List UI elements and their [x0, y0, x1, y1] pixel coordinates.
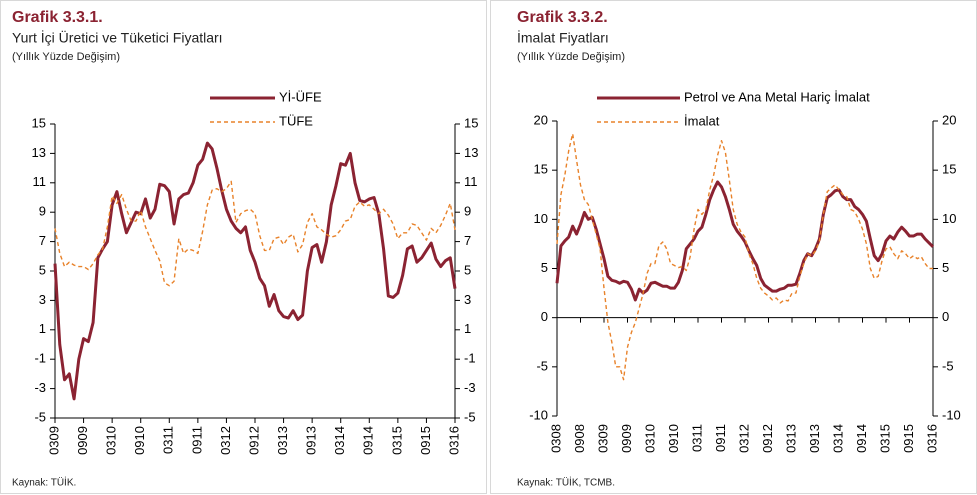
y-tick-label: 10: [534, 211, 548, 226]
y2-tick-label: -1: [464, 351, 476, 366]
panel-frame: [490, 0, 977, 494]
y2-tick-label: 9: [464, 204, 471, 219]
y-tick-label: -1: [34, 351, 46, 366]
x-tick-label: 0914: [854, 424, 869, 453]
y2-tick-label: 11: [464, 174, 478, 189]
legend-label: Petrol ve Ana Metal Hariç İmalat: [684, 89, 870, 104]
y2-tick-label: 1: [464, 321, 471, 336]
y2-tick-label: 13: [464, 145, 478, 160]
x-tick-label: 0313: [275, 426, 290, 455]
chart-source: Kaynak: TÜİK, TCMB.: [517, 476, 615, 489]
y2-tick-label: -5: [464, 409, 476, 424]
y-tick-label: 9: [39, 204, 46, 219]
y-tick-label: 5: [541, 260, 548, 275]
y-tick-label: 11: [33, 174, 47, 189]
legend-label: Yİ-ÜFE: [279, 89, 322, 104]
x-tick-label: 0314: [332, 426, 347, 455]
x-tick-label: 0913: [304, 426, 319, 455]
x-tick-label: 0312: [218, 426, 233, 455]
y2-tick-label: 3: [464, 292, 471, 307]
y-tick-label: 20: [534, 112, 548, 127]
series-line: [555, 180, 935, 302]
chart-title: Grafik 3.3.2.: [517, 9, 608, 26]
y-tick-label: -5: [34, 409, 46, 424]
y-tick-label: 1: [39, 321, 46, 336]
y-tick-label: -3: [34, 380, 46, 395]
y-tick-label: 15: [534, 162, 548, 177]
x-tick-label: 0909: [619, 424, 634, 453]
y2-tick-label: 15: [942, 162, 956, 177]
x-tick-label: 0911: [713, 424, 728, 452]
x-tick-label: 0309: [46, 426, 61, 455]
y2-tick-label: 20: [942, 112, 956, 127]
chart-source: Kaynak: TÜİK.: [12, 476, 76, 489]
y2-tick-label: 15: [464, 115, 478, 130]
legend-label: İmalat: [684, 113, 720, 128]
y-tick-label: 3: [39, 292, 46, 307]
x-tick-label: 0315: [389, 426, 404, 455]
x-tick-label: 0915: [901, 424, 916, 453]
x-tick-label: 0310: [642, 424, 657, 453]
y-tick-label: -10: [529, 407, 548, 422]
chart-note: (Yıllık Yüzde Değişim): [12, 51, 120, 63]
y2-tick-label: 10: [942, 211, 956, 226]
y2-tick-label: -5: [942, 358, 954, 373]
x-tick-label: 0915: [418, 426, 433, 455]
x-tick-label: 0316: [924, 424, 939, 453]
x-tick-label: 0912: [246, 426, 261, 455]
x-tick-label: 0909: [75, 426, 90, 455]
y2-tick-label: -3: [464, 380, 476, 395]
legend-label: TÜFE: [279, 113, 313, 128]
y-tick-label: 0: [541, 309, 548, 324]
x-tick-label: 0313: [783, 424, 798, 453]
panel-frame: [0, 0, 487, 494]
chart-subtitle: Yurt İçi Üretici ve Tüketici Fiyatları: [12, 29, 223, 46]
y-tick-label: 7: [39, 233, 46, 248]
x-tick-label: 0311: [161, 426, 176, 454]
x-tick-label: 0316: [446, 426, 461, 455]
x-tick-label: 0311: [689, 424, 704, 452]
chart-subtitle: İmalat Fiyatları: [517, 29, 609, 46]
y-tick-label: 5: [39, 262, 46, 277]
series-line: [53, 141, 457, 401]
series-line: [54, 180, 456, 287]
x-tick-label: 0911: [189, 426, 204, 454]
y2-tick-label: 0: [942, 309, 949, 324]
chart-note: (Yıllık Yüzde Değişim): [517, 51, 625, 63]
chart-title: Grafik 3.3.1.: [12, 9, 103, 26]
series-line: [556, 133, 933, 381]
x-tick-label: 0908: [572, 424, 587, 453]
y2-tick-label: 7: [464, 233, 471, 248]
x-tick-label: 0912: [760, 424, 775, 453]
x-tick-label: 0910: [132, 426, 147, 455]
x-tick-label: 0913: [807, 424, 822, 453]
y2-tick-label: -10: [942, 407, 961, 422]
x-tick-label: 0314: [830, 424, 845, 453]
x-tick-label: 0310: [104, 426, 119, 455]
x-tick-label: 0312: [736, 424, 751, 453]
x-tick-label: 0910: [666, 424, 681, 453]
y2-tick-label: 5: [942, 260, 949, 275]
x-tick-label: 0315: [877, 424, 892, 453]
y-tick-label: -5: [536, 358, 548, 373]
x-tick-label: 0914: [361, 426, 376, 455]
y-tick-label: 15: [32, 115, 46, 130]
x-tick-label: 0308: [548, 424, 563, 453]
y2-tick-label: 5: [464, 262, 471, 277]
x-tick-label: 0309: [595, 424, 610, 453]
y-tick-label: 13: [32, 145, 46, 160]
